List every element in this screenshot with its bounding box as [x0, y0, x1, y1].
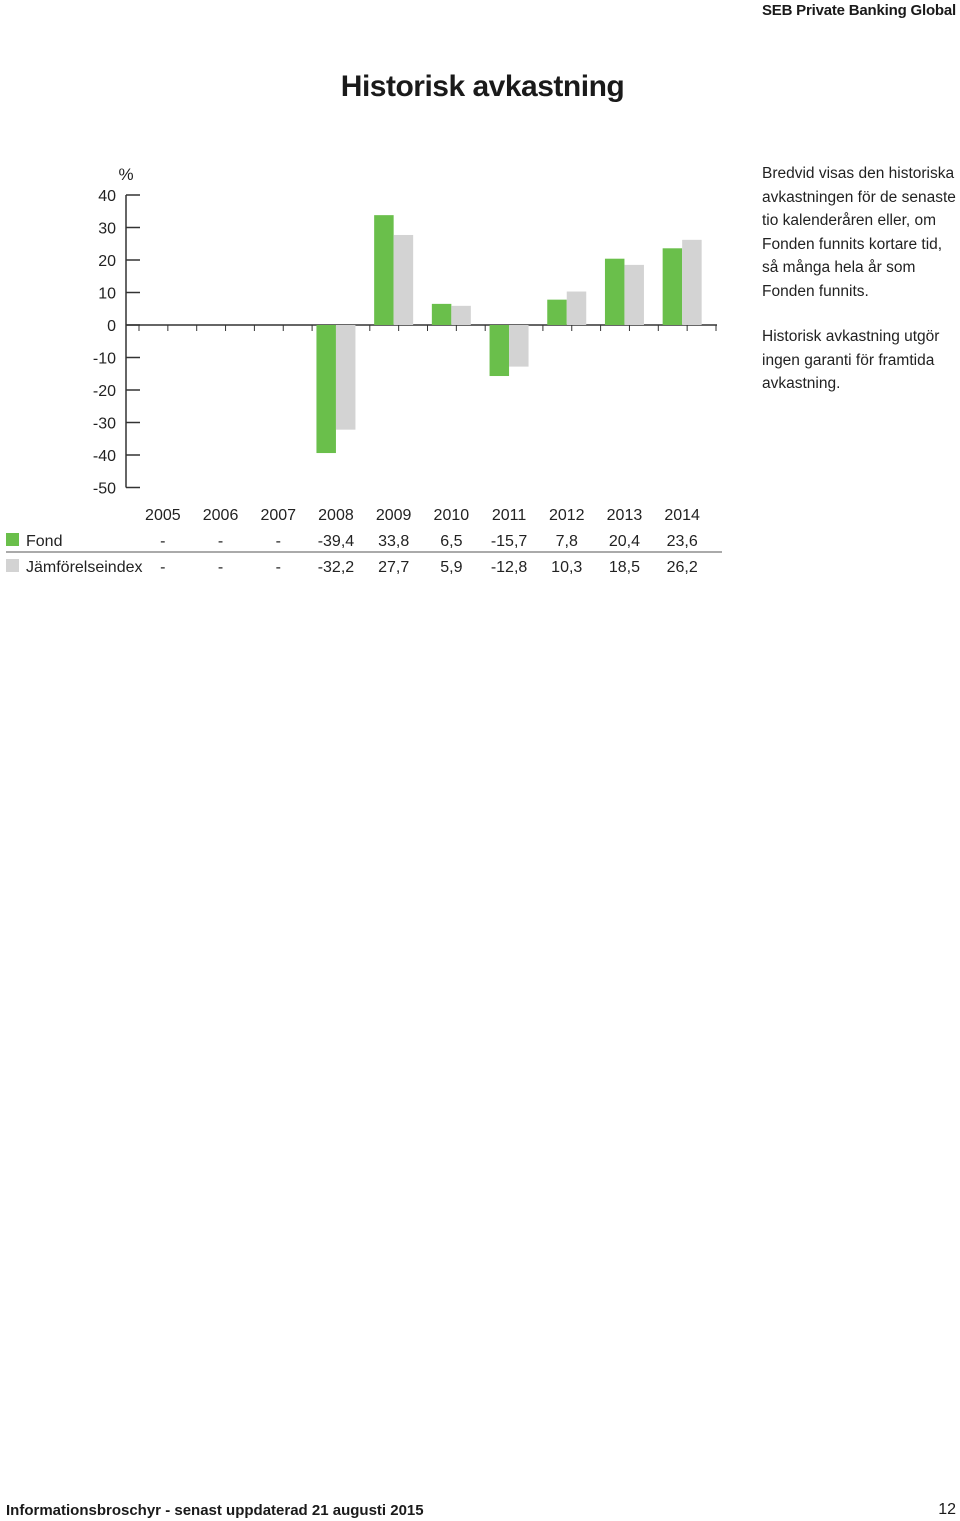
y-tick-label: 40 — [98, 188, 116, 205]
year-label: 2005 — [145, 507, 181, 524]
year-label: 2013 — [607, 507, 643, 524]
y-tick-label: -30 — [93, 416, 116, 433]
bar-index-2010 — [451, 305, 471, 325]
bar-fond-2012 — [547, 299, 567, 325]
bar-fond-2009 — [374, 215, 394, 325]
description-paragraph-2: Historisk avkastning utgör ingen garanti… — [762, 328, 940, 392]
year-label: 2010 — [434, 507, 470, 524]
y-tick-label: 30 — [98, 221, 116, 238]
bar-index-2013 — [624, 264, 644, 325]
y-tick-label: 10 — [98, 286, 116, 303]
bar-index-2014 — [682, 239, 702, 325]
footer-info: Informationsbroschyr - senast uppdaterad… — [6, 1502, 424, 1519]
data-label: - — [276, 533, 281, 550]
data-label: -32,2 — [318, 559, 355, 576]
x-axis — [126, 324, 717, 331]
bars — [316, 215, 702, 454]
bar-fond-2010 — [431, 303, 452, 325]
bar-fond-2008 — [316, 325, 336, 454]
data-label: 23,6 — [667, 533, 698, 550]
page-title: Historisk avkastning — [340, 70, 625, 103]
data-label: 27,7 — [378, 559, 409, 576]
year-label: 2009 — [376, 507, 412, 524]
data-label: 5,9 — [440, 559, 462, 576]
bar-index-2011 — [509, 325, 529, 367]
y-axis-label: % — [118, 165, 133, 184]
bar-index-2009 — [393, 234, 414, 325]
y-tick-label: 0 — [107, 318, 116, 335]
year-label: 2012 — [549, 507, 585, 524]
data-label: 6,5 — [440, 533, 462, 550]
year-label: 2011 — [492, 507, 527, 524]
data-label: -15,7 — [491, 533, 528, 550]
y-axis: %40 30 20 10 0 -10 -20 -30 -40 -50 — [93, 165, 140, 498]
bar-fond-2011 — [489, 325, 510, 377]
data-label: 33,8 — [378, 533, 409, 550]
legend-label: Fond — [26, 533, 62, 550]
y-tick-label: -50 — [93, 481, 116, 498]
year-label: 2008 — [318, 507, 354, 524]
y-tick-label: -20 — [93, 383, 116, 400]
data-label: - — [218, 533, 223, 550]
data-label: 18,5 — [609, 559, 640, 576]
description-paragraph-1: Bredvid visas den historiska avkastninge… — [762, 165, 956, 300]
data-label: -12,8 — [491, 559, 528, 576]
bar-index-2008 — [335, 325, 356, 430]
bar-index-2012 — [566, 291, 587, 325]
data-label: 7,8 — [556, 533, 578, 550]
year-label: 2007 — [260, 507, 296, 524]
data-label: - — [276, 559, 281, 576]
data-label: 10,3 — [551, 559, 582, 576]
data-label: - — [218, 559, 223, 576]
y-tick-label: -10 — [93, 351, 116, 368]
year-label: 2006 — [203, 507, 239, 524]
legend-swatch — [6, 559, 19, 572]
bar-fond-2014 — [662, 248, 683, 325]
brand-name: SEB Private Banking Global — [761, 2, 956, 19]
data-table: 2005 2006 2007 2008 2009 2010 2011 2012 2013 2014… — [6, 507, 722, 576]
description-text: Bredvid visas den historiska avkastninge… — [762, 162, 957, 418]
data-label: - — [160, 533, 165, 550]
y-tick-label: 20 — [98, 253, 116, 270]
data-label: 26,2 — [667, 559, 698, 576]
page-number: 12 — [938, 1501, 956, 1518]
legend-label: Jämförelseindex — [26, 559, 143, 576]
year-label: 2014 — [664, 507, 700, 524]
data-label: 20,4 — [609, 533, 640, 550]
data-label: -39,4 — [318, 533, 355, 550]
y-tick-label: -40 — [93, 448, 116, 465]
data-label: - — [160, 559, 165, 576]
bar-fond-2013 — [604, 258, 625, 325]
legend-swatch — [6, 533, 19, 546]
